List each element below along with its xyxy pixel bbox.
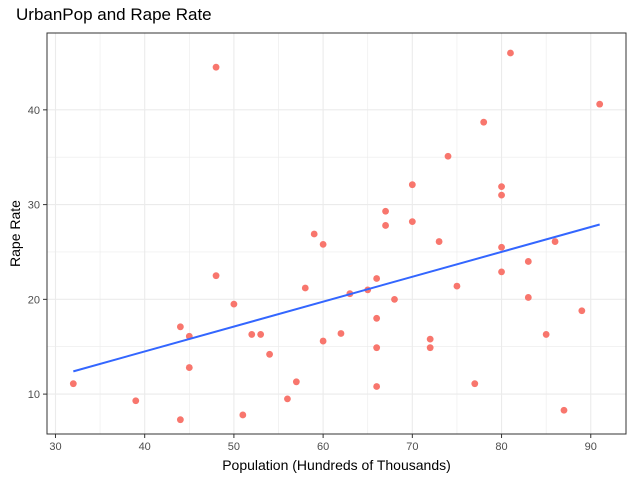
y-tick-label: 40 (28, 105, 40, 117)
data-point (382, 207, 389, 215)
data-point (319, 337, 327, 345)
data-point (373, 344, 381, 352)
x-tick-label: 80 (495, 441, 507, 453)
x-tick-label: 60 (317, 441, 329, 453)
data-point (498, 191, 505, 199)
data-point (426, 335, 434, 343)
data-point (426, 344, 434, 352)
data-point (230, 300, 238, 308)
y-tick-label: 10 (28, 389, 40, 401)
x-tick-label: 30 (49, 441, 61, 453)
data-point (373, 383, 381, 390)
data-point (560, 406, 568, 414)
chart-title: UrbanPop and Rape Rate (16, 5, 212, 24)
data-point (257, 331, 265, 338)
data-point (212, 272, 220, 280)
data-point (373, 314, 381, 322)
panel-border (46, 32, 627, 435)
x-tick-label: 50 (228, 441, 240, 453)
data-point (382, 222, 389, 229)
data-point (248, 331, 256, 338)
data-point (176, 323, 184, 331)
data-point (310, 230, 318, 238)
data-point (435, 238, 443, 245)
data-point (524, 294, 532, 301)
data-point (185, 364, 193, 371)
data-point (480, 118, 488, 126)
data-point (578, 307, 586, 315)
data-point (408, 218, 416, 226)
data-point (542, 331, 550, 338)
data-point (498, 243, 505, 251)
data-point (596, 100, 604, 108)
y-tick-label: 20 (28, 294, 40, 306)
y-tick-label: 30 (28, 200, 40, 212)
data-point (337, 330, 345, 337)
data-point (391, 295, 398, 303)
data-point (132, 397, 140, 405)
data-point (408, 181, 416, 189)
x-tick-label: 90 (585, 441, 597, 453)
x-axis-title: Population (Hundreds of Thousands) (222, 457, 451, 473)
data-point (551, 238, 559, 245)
data-point (69, 380, 77, 388)
data-point (498, 183, 505, 190)
data-point (301, 284, 309, 292)
data-point (498, 268, 505, 276)
x-tick-label: 70 (406, 441, 418, 453)
data-point (266, 350, 273, 358)
data-point (239, 411, 247, 419)
data-point (284, 395, 291, 403)
data-point (212, 63, 220, 71)
y-axis-title: Rape Rate (7, 200, 23, 267)
data-point (373, 275, 381, 282)
data-point (524, 258, 532, 265)
data-point (507, 49, 514, 57)
x-tick-label: 40 (139, 441, 151, 453)
data-point (444, 152, 452, 160)
data-point (319, 240, 327, 248)
data-point (453, 282, 461, 290)
data-point (471, 380, 479, 388)
trend-line (73, 223, 600, 373)
data-point (176, 416, 184, 424)
data-point (292, 378, 300, 386)
